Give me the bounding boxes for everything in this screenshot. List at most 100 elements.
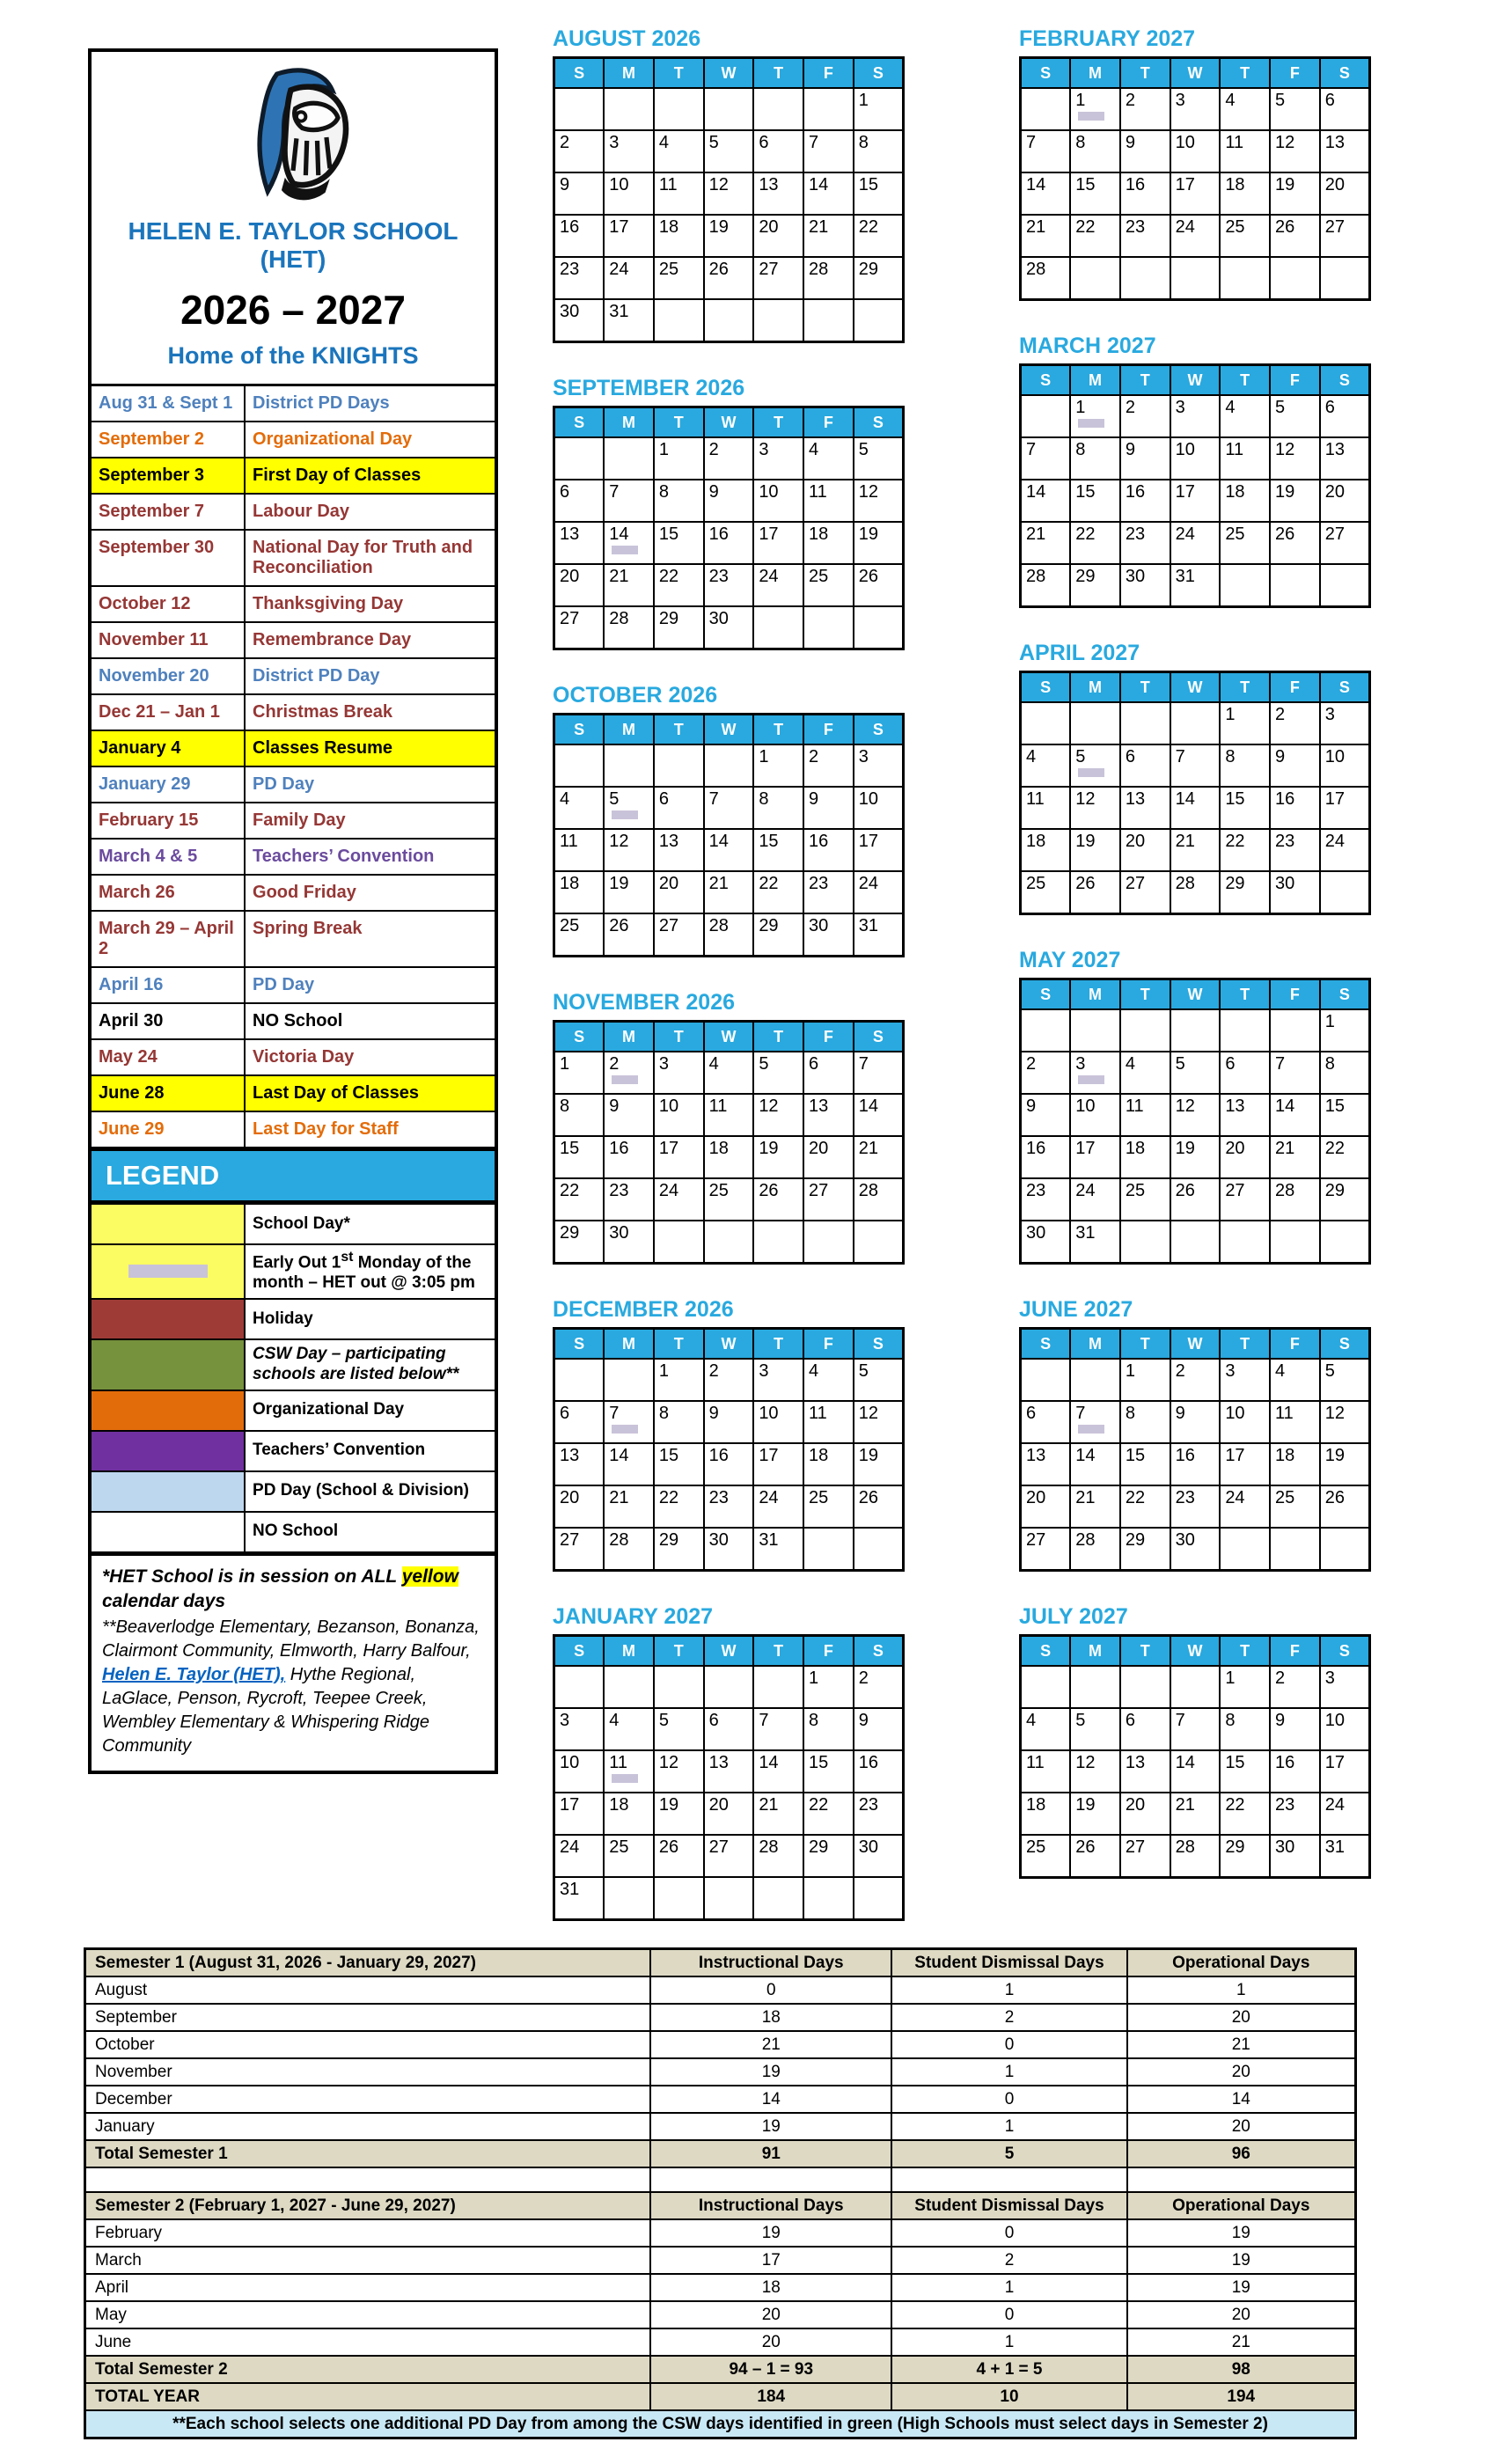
- day-of-week-header: T: [752, 713, 805, 745]
- calendar-day-cell: 29: [1318, 1177, 1371, 1221]
- calendar-day-cell: 17: [603, 214, 655, 258]
- calendar-day-cell: 14: [702, 828, 755, 872]
- summary-value: Student Dismissal Days: [891, 1947, 1128, 1977]
- summary-month-row: August 0 1 1: [84, 1976, 1357, 2005]
- calendar-day-cell: 15: [1069, 479, 1121, 523]
- early-out-bar: [1078, 1425, 1105, 1434]
- key-date-event: District PD Day: [245, 657, 495, 695]
- summary-month-row: February 19 0 19: [84, 2218, 1357, 2248]
- calendar-day-cell: 1: [1118, 1358, 1171, 1402]
- calendar-day-cell: 13: [1318, 129, 1371, 173]
- calendar-day-cell: 6: [1318, 87, 1371, 131]
- month-title: MAY 2027: [1019, 948, 1121, 972]
- calendar-day-cell: 18: [1219, 479, 1272, 523]
- calendar-day-cell: 27: [1019, 1527, 1072, 1572]
- calendar-day-cell: 30: [803, 913, 854, 957]
- calendar-day-cell: 9: [1019, 1093, 1072, 1137]
- day-of-week-header: T: [1219, 363, 1272, 396]
- month-calendar: JULY 2027 S M T W T F S 1 2 3 4 5 6 7 8 9 10 11 12 13 14 15 16 1…: [1019, 1604, 1371, 1879]
- calendar-day-cell: 4: [652, 129, 705, 173]
- key-date-row: January 29 PD Day: [92, 766, 495, 803]
- calendar-day-cell: 24: [752, 563, 805, 607]
- calendar-day-cell: 23: [553, 256, 605, 300]
- calendar-day-cell: 23: [603, 1177, 655, 1221]
- calendar-day-cell: 5: [852, 436, 905, 480]
- calendar-day-cell: 12: [1169, 1093, 1221, 1137]
- calendar-day-cell: 24: [852, 870, 905, 914]
- summary-row-label: March: [84, 2246, 652, 2275]
- summary-footnote-row: **Each school selects one additional PD …: [84, 2409, 1357, 2439]
- calendar-day-cell: 4: [803, 436, 854, 480]
- summary-value: 98: [1126, 2355, 1357, 2384]
- day-of-week-header: W: [702, 713, 755, 745]
- calendar-day-cell: 7: [1169, 1707, 1221, 1751]
- month-calendar: MARCH 2027 S M T W T F S 1 2 3 4 5 6 7 8 9 10 11 12 13 14 15 16…: [1019, 334, 1371, 608]
- calendar-day-cell: 21: [1169, 828, 1221, 872]
- calendar-day-cell: 25: [803, 1485, 854, 1529]
- calendar-day-cell: 13: [553, 1442, 605, 1486]
- calendar-day-cell: 20: [553, 1485, 605, 1529]
- day-of-week-header: T: [1118, 978, 1171, 1010]
- day-of-week-header: F: [803, 1327, 854, 1360]
- calendar-day-cell: 26: [852, 563, 905, 607]
- calendar-day-cell: 13: [702, 1749, 755, 1793]
- calendar-day-cell: 14: [1019, 172, 1072, 216]
- calendar-day-cell: 13: [1219, 1093, 1272, 1137]
- calendar-day-cell: 9: [1118, 436, 1171, 480]
- key-date-event: National Day for Truth and Reconciliatio…: [245, 529, 495, 587]
- calendar-day-cell: 28: [1019, 256, 1072, 301]
- calendar-day-cell: [1118, 1008, 1171, 1052]
- calendar-day-cell: 17: [1318, 786, 1371, 830]
- early-out-bar: [612, 1075, 639, 1084]
- calendar-day-cell: 11: [803, 479, 854, 523]
- calendar-day-cell: 3: [652, 1051, 705, 1095]
- calendar-day-cell: 22: [1219, 828, 1272, 872]
- het-school-link[interactable]: Helen E. Taylor (HET),: [102, 1665, 286, 1685]
- key-date-event: Teachers’ Convention: [245, 838, 495, 876]
- calendar-day-cell: 20: [702, 1792, 755, 1836]
- calendar-day-cell: 6: [1019, 1400, 1072, 1444]
- calendar-day-cell: 11: [603, 1749, 655, 1793]
- calendar-day-cell: 25: [803, 563, 854, 607]
- calendar-day-cell: 16: [852, 1749, 905, 1793]
- key-date-row: June 29 Last Day for Staff: [92, 1111, 495, 1148]
- day-of-week-header: W: [702, 56, 755, 89]
- calendar-day-cell: [1019, 1008, 1072, 1052]
- month-calendar: APRIL 2027 S M T W T F S 1 2 3 4 5 6 7 8 9 10 11 12 13 14 15 16…: [1019, 641, 1371, 915]
- summary-value: 1: [891, 2273, 1128, 2302]
- calendar-day-cell: [652, 298, 705, 343]
- summary-month-row: May 20 0 20: [84, 2300, 1357, 2329]
- calendar-day-cell: [603, 744, 655, 788]
- calendar-day-cell: 24: [652, 1177, 705, 1221]
- summary-value: 4 + 1 = 5: [891, 2355, 1128, 2384]
- calendar-day-cell: 12: [1069, 786, 1121, 830]
- calendar-day-cell: 26: [652, 1834, 705, 1878]
- calendar-day-cell: 2: [553, 129, 605, 173]
- calendar-day-cell: [1269, 1008, 1321, 1052]
- day-of-week-header: M: [603, 56, 655, 89]
- calendar-day-cell: 19: [603, 870, 655, 914]
- calendar-day-cell: 5: [1169, 1051, 1221, 1095]
- calendar-day-cell: 20: [553, 563, 605, 607]
- calendar-day-cell: 3: [1069, 1051, 1121, 1095]
- calendar-day-cell: 13: [1118, 1749, 1171, 1793]
- calendar-day-cell: [752, 605, 805, 650]
- calendar-day-cell: 19: [1069, 1792, 1121, 1836]
- calendar-day-cell: 29: [1219, 1834, 1272, 1879]
- calendar-day-cell: 17: [652, 1135, 705, 1179]
- calendar-day-cell: 25: [652, 256, 705, 300]
- calendar-day-cell: 10: [1169, 436, 1221, 480]
- calendar-day-cell: 27: [1118, 870, 1171, 915]
- calendar-day-cell: 14: [852, 1093, 905, 1137]
- month-calendar: NOVEMBER 2026 S M T W T F S 1 2 3 4 5 6 7 8 9 10 11 12 13 14 1…: [553, 990, 905, 1265]
- calendar-day-cell: 22: [652, 563, 705, 607]
- day-of-week-header: M: [1069, 978, 1121, 1010]
- calendar-day-cell: 27: [553, 605, 605, 650]
- calendar-day-cell: 29: [852, 256, 905, 300]
- calendar-day-cell: 20: [652, 870, 705, 914]
- summary-value: 1: [1126, 1976, 1357, 2005]
- calendar-day-cell: 6: [553, 1400, 605, 1444]
- calendar-day-cell: 5: [1069, 744, 1121, 788]
- calendar-day-cell: 16: [803, 828, 854, 872]
- summary-row-label: December: [84, 2085, 652, 2114]
